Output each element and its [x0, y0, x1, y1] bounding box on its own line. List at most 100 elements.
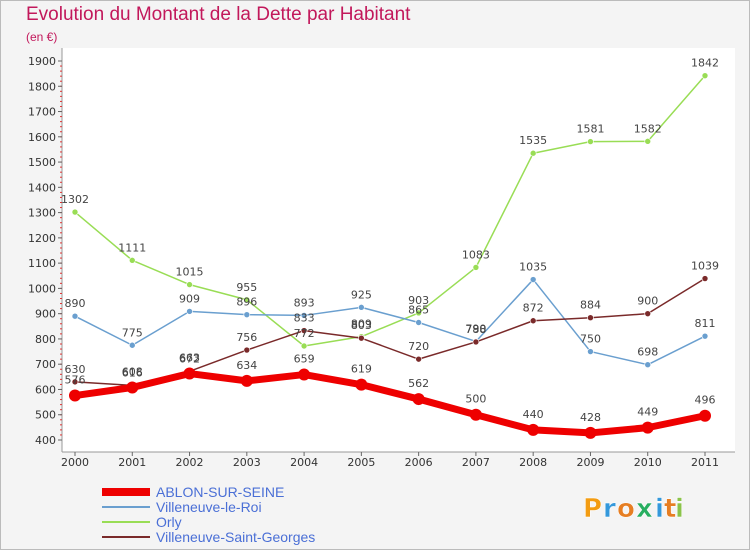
- data-point-villeneuve-le-roi: [701, 332, 709, 340]
- data-point-orly: [644, 138, 652, 145]
- legend-label-villeneuve-le-roi: Villeneuve-le-Roi: [156, 499, 262, 515]
- data-label-orly: 1302: [61, 193, 89, 206]
- data-label-ablon-sur-seine: 659: [294, 353, 315, 366]
- series-line-ablon-sur-seine: [71, 370, 709, 437]
- y-tick-label: 400: [35, 434, 56, 447]
- data-point-orly: [243, 296, 251, 304]
- data-label-villeneuve-le-roi: 893: [294, 296, 315, 309]
- data-label-villeneuve-saint-georges: 616: [122, 366, 143, 379]
- data-point-villeneuve-saint-georges: [71, 378, 79, 386]
- data-labels: 1302 1111 1015 955 772 809 903 1083 1535 1581 1582…: [61, 57, 719, 424]
- data-label-villeneuve-le-roi: 890: [65, 297, 86, 310]
- data-label-ablon-sur-seine: 428: [580, 411, 601, 424]
- data-point-villeneuve-le-roi: [300, 312, 308, 319]
- data-label-orly: 1535: [519, 134, 547, 147]
- logo-letter: x: [636, 494, 653, 524]
- data-label-ablon-sur-seine: 619: [351, 363, 372, 376]
- data-label-villeneuve-saint-georges: 630: [65, 363, 86, 376]
- y-tick-label: 1600: [28, 131, 56, 144]
- y-tick-label: 1900: [28, 55, 56, 68]
- data-point-orly: [300, 342, 308, 350]
- x-tick-label: 2002: [176, 456, 204, 469]
- data-label-orly: 1581: [576, 123, 604, 136]
- data-label-villeneuve-le-roi: 925: [351, 288, 372, 301]
- data-point-ablon-sur-seine: [355, 378, 368, 391]
- data-point-villeneuve-le-roi: [71, 312, 79, 320]
- chart-subtitle: (en €): [26, 30, 58, 44]
- y-tick-label: 1800: [28, 80, 56, 93]
- data-point-villeneuve-saint-georges: [415, 355, 422, 363]
- data-label-ablon-sur-seine: 634: [236, 359, 257, 372]
- x-tick-label: 2008: [519, 456, 547, 469]
- data-point-villeneuve-saint-georges: [300, 327, 308, 334]
- data-label-orly: 772: [294, 327, 315, 340]
- data-point-ablon-sur-seine: [126, 381, 139, 394]
- axes: 400 500 600 700 800 900 1000 1100 1200 1300 1400 15…: [28, 48, 735, 469]
- data-point-orly: [415, 309, 422, 317]
- series-line-orly: [74, 74, 706, 347]
- data-label-orly: 1015: [176, 266, 204, 279]
- logo-letter: P: [583, 494, 602, 524]
- y-tick-label: 1100: [28, 257, 56, 270]
- x-tick-label: 2006: [405, 456, 433, 469]
- data-point-orly: [587, 138, 594, 145]
- logo-letter: t: [664, 494, 676, 524]
- y-tick-label: 1000: [28, 282, 56, 295]
- data-label-ablon-sur-seine: 449: [637, 406, 658, 419]
- y-tick-label: 800: [35, 333, 56, 346]
- data-point-ablon-sur-seine: [240, 374, 253, 387]
- data-label-ablon-sur-seine: 562: [408, 377, 429, 390]
- data-point-ablon-sur-seine: [527, 423, 540, 436]
- data-label-villeneuve-le-roi: 909: [179, 292, 200, 305]
- data-point-villeneuve-le-roi: [529, 276, 537, 283]
- data-point-villeneuve-le-roi: [587, 348, 594, 355]
- data-label-orly: 1111: [118, 241, 146, 254]
- data-point-ablon-sur-seine: [69, 389, 81, 402]
- data-label-villeneuve-saint-georges: 720: [408, 340, 429, 353]
- data-point-villeneuve-saint-georges: [529, 317, 537, 325]
- x-tick-label: 2011: [691, 456, 719, 469]
- data-point-villeneuve-saint-georges: [587, 314, 594, 322]
- data-point-villeneuve-saint-georges: [644, 310, 652, 317]
- data-label-villeneuve-le-roi: 811: [695, 317, 716, 330]
- data-point-ablon-sur-seine: [641, 421, 654, 434]
- y-tick-label: 1200: [28, 232, 56, 245]
- data-point-villeneuve-saint-georges: [243, 346, 251, 354]
- data-label-villeneuve-saint-georges: 884: [580, 299, 601, 312]
- data-label-villeneuve-le-roi: 790: [465, 322, 486, 335]
- x-tick-label: 2003: [233, 456, 261, 469]
- data-point-ablon-sur-seine: [469, 408, 482, 421]
- data-label-villeneuve-le-roi: 896: [236, 296, 257, 309]
- data-label-villeneuve-saint-georges: 833: [294, 312, 315, 325]
- x-tick-label: 2005: [347, 456, 375, 469]
- legend-label-villeneuve-saint-georges: Villeneuve-Saint-Georges: [156, 529, 315, 545]
- data-label-villeneuve-le-roi: 865: [408, 304, 429, 317]
- data-label-orly: 955: [236, 281, 257, 294]
- series-lines: [69, 72, 711, 439]
- data-label-villeneuve-le-roi: 775: [122, 326, 143, 339]
- data-label-villeneuve-saint-georges: 788: [465, 323, 486, 336]
- y-tick-label: 900: [35, 308, 56, 321]
- data-point-villeneuve-le-roi: [186, 308, 193, 315]
- data-point-villeneuve-le-roi: [358, 304, 365, 311]
- logo-letter: i: [675, 494, 684, 524]
- data-point-villeneuve-le-roi: [243, 311, 251, 318]
- x-tick-label: 2009: [576, 456, 604, 469]
- data-label-ablon-sur-seine: 608: [122, 365, 143, 378]
- data-label-villeneuve-saint-georges: 672: [179, 352, 200, 365]
- data-label-villeneuve-le-roi: 1035: [519, 261, 547, 274]
- data-point-villeneuve-saint-georges: [472, 338, 480, 346]
- data-point-villeneuve-saint-georges: [701, 275, 709, 282]
- data-label-orly: 1842: [691, 57, 719, 70]
- y-tick-label: 1300: [28, 207, 56, 220]
- data-point-orly: [701, 72, 709, 79]
- data-point-villeneuve-saint-georges: [358, 334, 365, 342]
- data-point-orly: [186, 281, 193, 288]
- data-point-villeneuve-le-roi: [644, 361, 652, 369]
- data-label-orly: 809: [351, 318, 372, 331]
- series-line-villeneuve-le-roi: [74, 278, 706, 366]
- data-label-orly: 903: [408, 294, 429, 307]
- data-label-villeneuve-saint-georges: 803: [351, 319, 372, 332]
